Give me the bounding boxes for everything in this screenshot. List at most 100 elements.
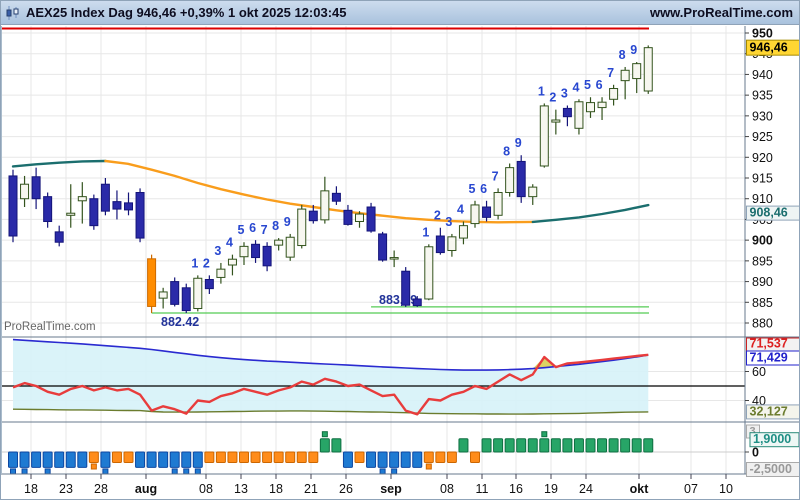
histogram-bar: [562, 438, 573, 453]
histogram-bar: [262, 451, 273, 463]
candle-body: [620, 69, 630, 82]
histogram-bar: [435, 451, 446, 463]
candle-body: [251, 243, 261, 259]
panel-frame: [1, 26, 799, 475]
histogram-tab-below: [425, 463, 432, 470]
candle-body: [193, 277, 203, 310]
candle-body: [170, 281, 180, 305]
candle-body: [158, 291, 168, 299]
candle-body: [412, 298, 422, 307]
count-label: 5: [238, 223, 245, 237]
histogram-tab-below: [194, 468, 201, 475]
band-upper-label: 71,429: [750, 351, 788, 365]
histogram-panel: [8, 431, 654, 475]
count-label: 3: [445, 215, 452, 229]
candle-body: [493, 192, 503, 216]
time-tick-label: 10: [719, 482, 733, 496]
histogram-tab-above: [541, 431, 548, 438]
histogram-bar: [42, 451, 53, 468]
count-label: 2: [549, 91, 556, 105]
time-tick-label: 11: [476, 482, 489, 496]
time-tick-label: 07: [684, 482, 698, 496]
watermark: ProRealTime.com: [4, 321, 96, 333]
histogram-bar: [273, 451, 284, 463]
histogram-bar: [239, 451, 249, 463]
time-tick-label: 26: [339, 482, 353, 496]
candle-body: [609, 88, 619, 100]
time-tick-label: okt: [630, 482, 650, 496]
histogram-tab-below: [183, 468, 190, 475]
histogram-bar: [585, 438, 596, 453]
candle-body: [562, 107, 572, 118]
price-tick-label: 920: [752, 151, 773, 165]
candle-body: [100, 183, 110, 212]
count-label: 1: [422, 225, 429, 239]
title-bar: AEX25 Index Dag 946,46 +0,39% 1 okt 2025…: [1, 1, 799, 25]
histogram-bar: [423, 451, 434, 463]
histogram-bar: [135, 451, 146, 468]
count-label: 3: [561, 87, 568, 101]
time-axis[interactable]: 18 23 28 aug 08 13 18 21 26 sep 08 11 16 19 24 okt 07 10: [24, 474, 733, 496]
histogram-bar: [400, 451, 411, 468]
candle-body: [447, 236, 457, 252]
histogram-tab-above: [321, 431, 328, 438]
count-label: 9: [515, 136, 522, 150]
candlestick-icon: [5, 5, 21, 20]
candle-body: [355, 213, 364, 223]
candle-body: [574, 101, 584, 129]
candle-body: [482, 206, 492, 218]
histogram-tab-below: [102, 468, 109, 475]
histogram-tab-below: [171, 468, 178, 475]
candle-body: [124, 202, 133, 211]
count-label: 8: [503, 145, 510, 159]
histogram-bar: [31, 451, 42, 468]
candle-body: [378, 233, 388, 261]
histogram-bar: [539, 438, 550, 453]
candle-body: [297, 208, 307, 247]
hist-zero-label: 0: [752, 446, 759, 460]
candle-body: [320, 190, 330, 221]
histogram-bar: [331, 438, 342, 453]
candle-body: [539, 105, 549, 167]
oscillator-tick-label: 60: [752, 365, 766, 379]
count-label: 1: [538, 84, 545, 98]
histogram-bar: [458, 438, 469, 453]
histogram-bar: [527, 438, 538, 453]
price-tick-label: 925: [752, 130, 773, 144]
histogram-bar: [227, 451, 238, 463]
price-tick-label: 910: [752, 192, 773, 206]
candle-body: [8, 175, 18, 237]
histogram-bar: [88, 451, 99, 463]
time-tick-label: sep: [380, 482, 402, 496]
histogram-bar: [77, 451, 88, 468]
time-tick-label: 28: [94, 482, 108, 496]
count-label: 1: [191, 256, 198, 270]
histogram-bar: [181, 451, 192, 468]
histogram-tab-below: [90, 463, 97, 470]
candle-body: [366, 206, 376, 232]
hist-value-label: 1,9000: [753, 432, 791, 446]
support-level-label: 882.42: [161, 315, 199, 329]
price-tick-label: 940: [752, 68, 773, 82]
oscillator-panel: [1, 338, 745, 416]
candle-body: [424, 246, 434, 300]
count-label: 7: [492, 169, 499, 183]
candle-body: [20, 183, 30, 200]
candle-body: [204, 279, 214, 290]
price-axis[interactable]: 9509459409359309259209159109059008958908…: [745, 27, 800, 331]
count-label: 8: [272, 219, 279, 233]
candle-body: [343, 209, 353, 225]
time-tick-label: 16: [509, 482, 523, 496]
count-label: 4: [457, 203, 464, 217]
website-link[interactable]: www.ProRealTime.com: [649, 5, 793, 20]
candle-body: [308, 210, 318, 222]
count-label: 7: [607, 66, 614, 80]
histogram-axis[interactable]: 0 31,9000 -2,5000: [745, 424, 800, 477]
candle-body: [285, 236, 295, 258]
count-label: 8: [619, 48, 626, 62]
histogram-bar: [308, 451, 319, 463]
candle-body: [89, 198, 99, 227]
